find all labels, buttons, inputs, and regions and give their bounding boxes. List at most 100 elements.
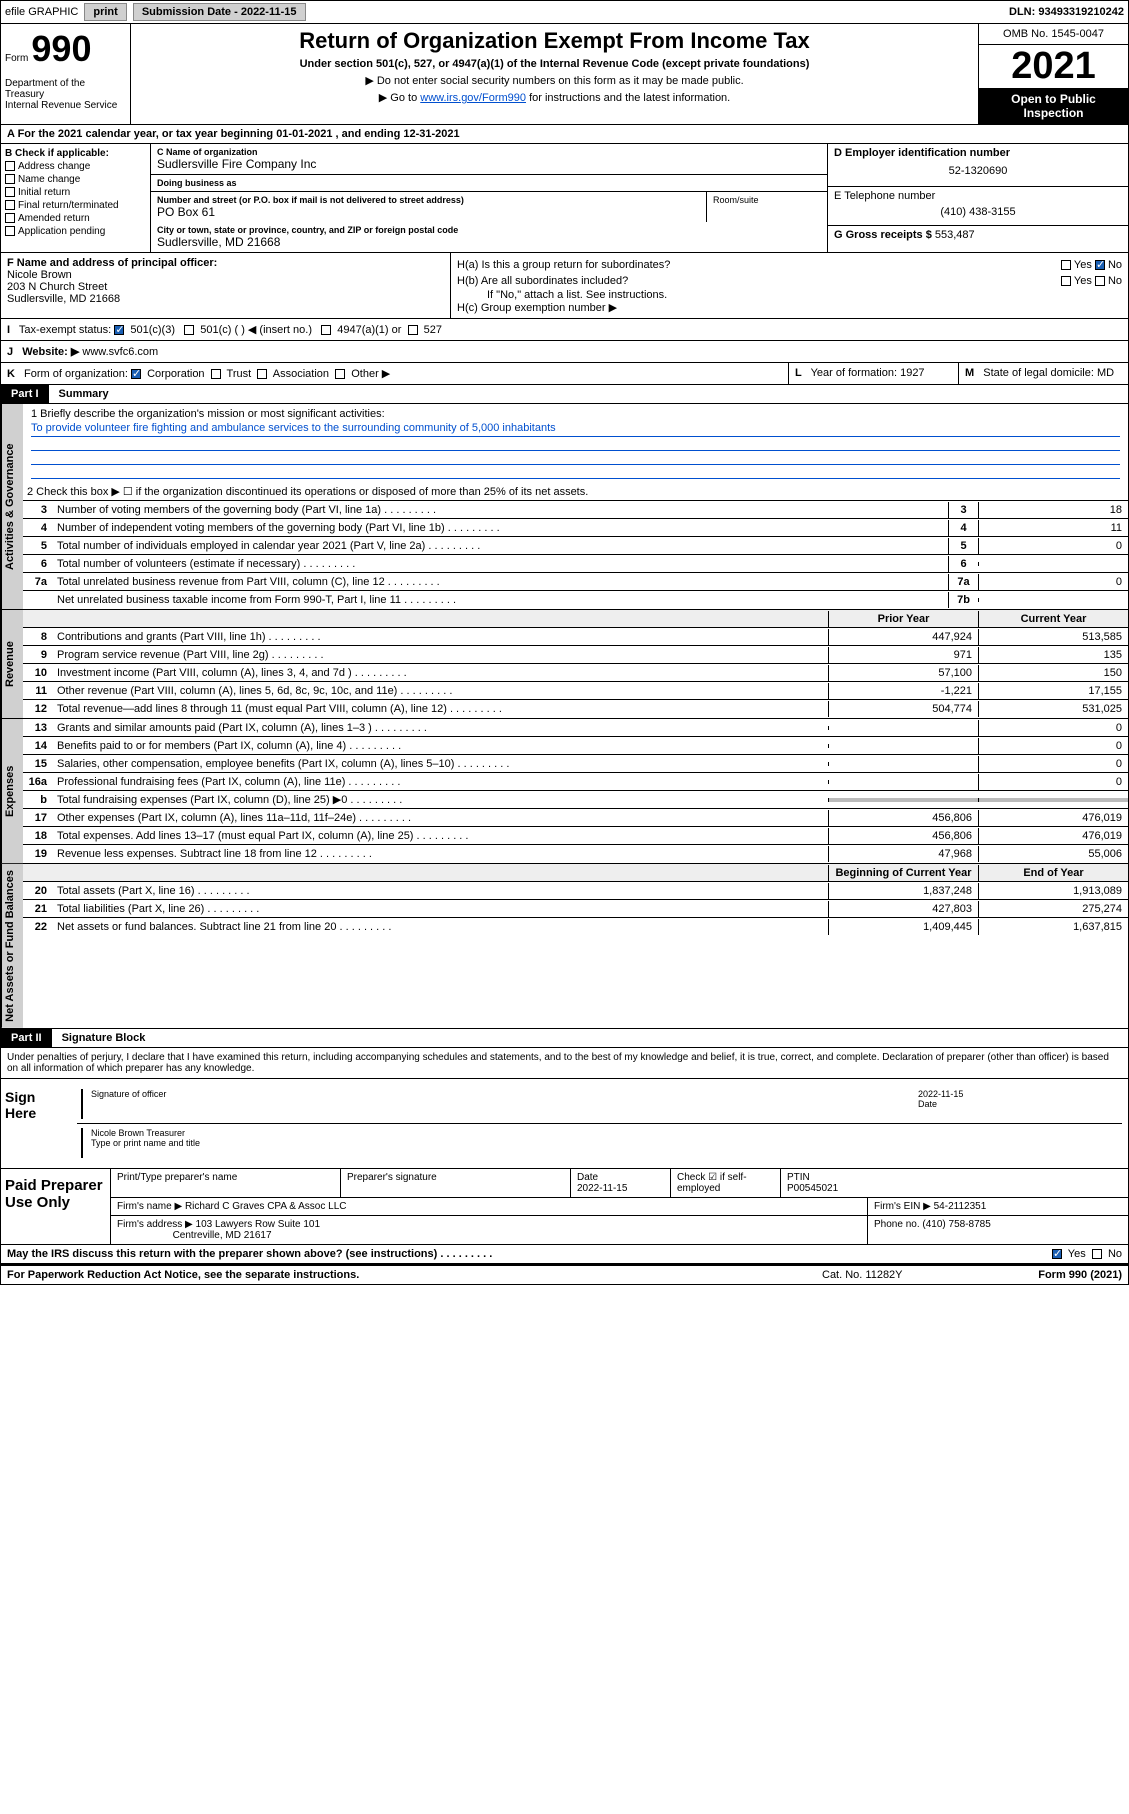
website-value: www.svfc6.com bbox=[82, 346, 158, 358]
top-bar: efile GRAPHIC print Submission Date - 20… bbox=[0, 0, 1129, 24]
irs-link[interactable]: www.irs.gov/Form990 bbox=[420, 92, 526, 104]
ha-label: H(a) Is this a group return for subordin… bbox=[457, 259, 670, 271]
self-employed-check: Check ☑ if self-employed bbox=[671, 1169, 781, 1197]
org-name-label: C Name of organization bbox=[157, 147, 821, 157]
summary-line: 3Number of voting members of the governi… bbox=[23, 501, 1128, 519]
officer-name: Nicole Brown bbox=[7, 269, 444, 281]
line2-text: 2 Check this box ▶ ☐ if the organization… bbox=[23, 483, 1128, 500]
efile-label: efile GRAPHIC bbox=[5, 6, 78, 18]
end-year-hdr: End of Year bbox=[978, 865, 1128, 881]
check-address-change[interactable]: Address change bbox=[5, 161, 146, 172]
prior-year-hdr: Prior Year bbox=[828, 611, 978, 627]
cat-no: Cat. No. 11282Y bbox=[822, 1269, 972, 1281]
sign-here-block: Sign Here Signature of officer 2022-11-1… bbox=[0, 1079, 1129, 1169]
part2-badge: Part II bbox=[1, 1029, 52, 1047]
hc-label: H(c) Group exemption number ▶ bbox=[457, 301, 1122, 314]
ptin-value: P00545021 bbox=[787, 1183, 838, 1194]
summary-line: 13Grants and similar amounts paid (Part … bbox=[23, 719, 1128, 737]
summary-line: bTotal fundraising expenses (Part IX, co… bbox=[23, 791, 1128, 809]
sign-here-label: Sign Here bbox=[1, 1079, 71, 1168]
goto-note: ▶ Go to www.irs.gov/Form990 for instruct… bbox=[139, 91, 970, 104]
check-501c3[interactable] bbox=[114, 325, 124, 335]
check-initial-return[interactable]: Initial return bbox=[5, 187, 146, 198]
check-final-return[interactable]: Final return/terminated bbox=[5, 200, 146, 211]
street-value: PO Box 61 bbox=[157, 205, 700, 219]
form-word: Form bbox=[5, 53, 28, 64]
gross-label: G Gross receipts $ bbox=[834, 229, 932, 241]
ein-label: D Employer identification number bbox=[834, 147, 1122, 159]
sig-date-value: 2022-11-15 bbox=[918, 1089, 1118, 1099]
preparer-name-label: Print/Type preparer's name bbox=[111, 1169, 341, 1197]
header-center: Return of Organization Exempt From Incom… bbox=[131, 24, 978, 124]
sig-officer-label: Signature of officer bbox=[91, 1089, 918, 1119]
phone-value: (410) 438-3155 bbox=[834, 202, 1122, 222]
beg-year-hdr: Beginning of Current Year bbox=[828, 865, 978, 881]
year-formation: 1927 bbox=[900, 367, 924, 379]
net-assets-section: Net Assets or Fund Balances Beginning of… bbox=[0, 864, 1129, 1029]
part1-badge: Part I bbox=[1, 385, 49, 403]
summary-line: 17Other expenses (Part IX, column (A), l… bbox=[23, 809, 1128, 827]
check-association[interactable] bbox=[257, 369, 267, 379]
current-year-hdr: Current Year bbox=[978, 611, 1128, 627]
check-amended-return[interactable]: Amended return bbox=[5, 213, 146, 224]
check-4947[interactable] bbox=[321, 325, 331, 335]
summary-line: 22Net assets or fund balances. Subtract … bbox=[23, 918, 1128, 936]
vert-governance: Activities & Governance bbox=[1, 404, 23, 609]
row-f-h: F Name and address of principal officer:… bbox=[0, 253, 1129, 319]
form-title: Return of Organization Exempt From Incom… bbox=[139, 28, 970, 54]
street-label: Number and street (or P.O. box if mail i… bbox=[157, 195, 700, 205]
row-klm: K Form of organization: Corporation Trus… bbox=[0, 363, 1129, 385]
summary-line: 21Total liabilities (Part X, line 26)427… bbox=[23, 900, 1128, 918]
summary-line: 9Program service revenue (Part VIII, lin… bbox=[23, 646, 1128, 664]
discuss-yes[interactable] bbox=[1052, 1249, 1062, 1259]
summary-line: 18Total expenses. Add lines 13–17 (must … bbox=[23, 827, 1128, 845]
summary-line: 19Revenue less expenses. Subtract line 1… bbox=[23, 845, 1128, 863]
preparer-date: 2022-11-15 bbox=[577, 1183, 627, 1194]
check-name-change[interactable]: Name change bbox=[5, 174, 146, 185]
check-527[interactable] bbox=[408, 325, 418, 335]
mission-text: To provide volunteer fire fighting and a… bbox=[31, 420, 1120, 437]
summary-line: 20Total assets (Part X, line 16)1,837,24… bbox=[23, 882, 1128, 900]
preparer-sig-label: Preparer's signature bbox=[341, 1169, 571, 1197]
col-d-ein-phone: D Employer identification number 52-1320… bbox=[828, 144, 1128, 252]
state-domicile: MD bbox=[1097, 367, 1114, 379]
print-button[interactable]: print bbox=[84, 3, 126, 21]
dba-label: Doing business as bbox=[157, 178, 821, 188]
check-application-pending[interactable]: Application pending bbox=[5, 226, 146, 237]
room-suite-label: Room/suite bbox=[707, 192, 827, 222]
form-number: 990 bbox=[31, 28, 91, 69]
phone-label: E Telephone number bbox=[834, 190, 1122, 202]
summary-line: 8Contributions and grants (Part VIII, li… bbox=[23, 628, 1128, 646]
summary-line: 7aTotal unrelated business revenue from … bbox=[23, 573, 1128, 591]
firm-ein: 54-2112351 bbox=[934, 1201, 987, 1212]
officer-addr1: 203 N Church Street bbox=[7, 281, 444, 293]
summary-line: 14Benefits paid to or for members (Part … bbox=[23, 737, 1128, 755]
perjury-text: Under penalties of perjury, I declare th… bbox=[0, 1048, 1129, 1079]
part2-header-row: Part II Signature Block bbox=[0, 1029, 1129, 1048]
col-b-checkboxes: B Check if applicable: Address change Na… bbox=[1, 144, 151, 252]
header-left: Form 990 Department of the Treasury Inte… bbox=[1, 24, 131, 124]
discuss-no[interactable] bbox=[1092, 1249, 1102, 1259]
check-corporation[interactable] bbox=[131, 369, 141, 379]
vert-revenue: Revenue bbox=[1, 610, 23, 718]
submission-date-button[interactable]: Submission Date - 2022-11-15 bbox=[133, 3, 306, 21]
officer-addr2: Sudlersville, MD 21668 bbox=[7, 293, 444, 305]
row-a-period: A For the 2021 calendar year, or tax yea… bbox=[0, 125, 1129, 144]
summary-line: 11Other revenue (Part VIII, column (A), … bbox=[23, 682, 1128, 700]
governance-section: Activities & Governance 1 Briefly descri… bbox=[0, 404, 1129, 610]
hb-note: If "No," attach a list. See instructions… bbox=[457, 289, 1122, 301]
check-501c[interactable] bbox=[184, 325, 194, 335]
check-trust[interactable] bbox=[211, 369, 221, 379]
omb-number: OMB No. 1545-0047 bbox=[979, 24, 1128, 45]
revenue-section: Revenue Prior Year Current Year 8Contrib… bbox=[0, 610, 1129, 719]
footer-row: For Paperwork Reduction Act Notice, see … bbox=[0, 1264, 1129, 1285]
summary-line: 4Number of independent voting members of… bbox=[23, 519, 1128, 537]
officer-label: F Name and address of principal officer: bbox=[7, 257, 444, 269]
sig-name-label: Type or print name and title bbox=[91, 1138, 1118, 1148]
firm-addr2: Centreville, MD 21617 bbox=[173, 1230, 272, 1241]
header-right: OMB No. 1545-0047 2021 Open to Public In… bbox=[978, 24, 1128, 124]
paid-preparer-label: Paid Preparer Use Only bbox=[1, 1169, 111, 1244]
check-other[interactable] bbox=[335, 369, 345, 379]
section-bcd: B Check if applicable: Address change Na… bbox=[0, 144, 1129, 253]
tax-year: 2021 bbox=[979, 45, 1128, 88]
